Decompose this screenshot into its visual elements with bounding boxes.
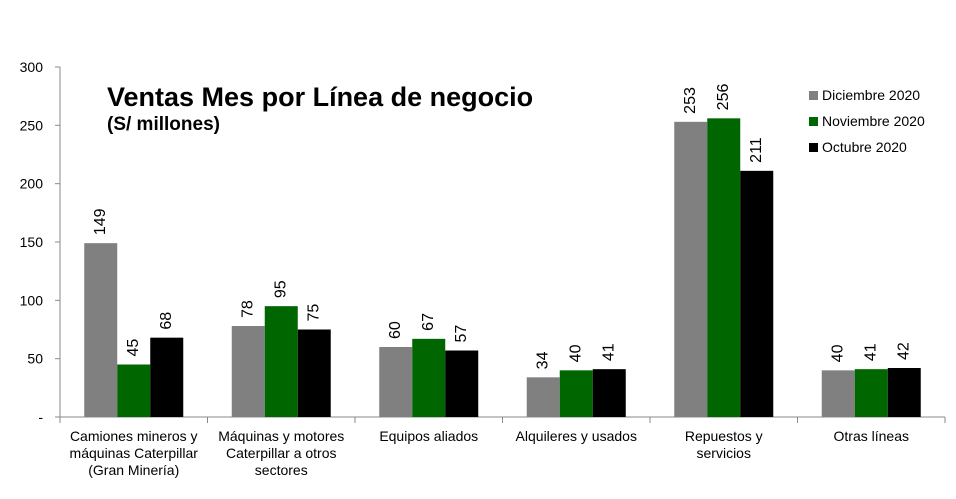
bar-value-label: 60 bbox=[387, 321, 404, 339]
bar bbox=[264, 306, 298, 417]
category-label: Equipos aliados bbox=[379, 428, 478, 444]
y-tick-label: 50 bbox=[27, 351, 43, 367]
category-label-line: (Gran Minería) bbox=[88, 462, 179, 478]
bar bbox=[559, 370, 593, 417]
category-label: Alquileres y usados bbox=[516, 428, 637, 444]
bar bbox=[674, 121, 708, 417]
bar bbox=[707, 118, 741, 417]
bar-value-label: 256 bbox=[715, 84, 732, 111]
legend-item-octubre: Octubre 2020 bbox=[809, 134, 925, 160]
bar-value-label: 67 bbox=[420, 313, 437, 331]
bar bbox=[84, 243, 118, 417]
chart-title: Ventas Mes por Línea de negocio bbox=[107, 82, 534, 112]
bar bbox=[740, 170, 774, 417]
bar-value-label: 40 bbox=[829, 344, 846, 362]
legend-label: Octubre 2020 bbox=[822, 139, 907, 155]
bar-value-label: 149 bbox=[92, 208, 109, 235]
y-tick-label: 100 bbox=[20, 292, 44, 308]
bar-value-label: 78 bbox=[239, 300, 256, 318]
y-tick-label: 300 bbox=[20, 59, 44, 75]
bar bbox=[117, 364, 151, 417]
category-label-line: Otras líneas bbox=[834, 428, 909, 444]
legend-label: Noviembre 2020 bbox=[822, 113, 925, 129]
category-label: Otras líneas bbox=[834, 428, 909, 444]
legend-item-diciembre: Diciembre 2020 bbox=[809, 82, 925, 108]
bar bbox=[379, 347, 413, 417]
bar-value-label: 253 bbox=[682, 87, 699, 114]
category-label-line: Máquinas y motores bbox=[218, 428, 344, 444]
chart-category-labels: Camiones mineros y máquinas Caterpillar (G… bbox=[70, 428, 909, 478]
bar bbox=[592, 369, 626, 417]
y-tick-label: 250 bbox=[20, 117, 44, 133]
bar bbox=[854, 369, 888, 417]
bar-value-label: 211 bbox=[748, 137, 765, 163]
legend-swatch bbox=[809, 116, 818, 126]
bar-value-label: 57 bbox=[453, 325, 470, 343]
category-label-line: Camiones mineros y bbox=[70, 428, 198, 444]
bar bbox=[297, 329, 331, 417]
bar-value-label: 41 bbox=[600, 343, 617, 361]
category-label-line: sectores bbox=[255, 462, 308, 478]
bar-value-label: 45 bbox=[125, 339, 142, 357]
bar bbox=[412, 338, 446, 417]
bar bbox=[231, 326, 265, 417]
bar-value-label: 41 bbox=[862, 343, 879, 361]
category-label: Repuestos y servicios bbox=[685, 428, 763, 461]
legend-item-noviembre: Noviembre 2020 bbox=[809, 108, 925, 134]
chart-legend: Diciembre 2020 Noviembre 2020 Octubre 20… bbox=[809, 82, 925, 160]
category-label: Camiones mineros y máquinas Caterpillar (G… bbox=[70, 428, 199, 478]
bar-value-label: 34 bbox=[534, 351, 551, 369]
category-label-line: Caterpillar a otros bbox=[226, 445, 337, 461]
chart-bars bbox=[84, 118, 921, 417]
category-label-line: Alquileres y usados bbox=[516, 428, 637, 444]
chart-subtitle: (S/ millones) bbox=[107, 114, 220, 135]
bar bbox=[526, 377, 560, 417]
category-label-line: máquinas Caterpillar bbox=[70, 445, 199, 461]
bar bbox=[821, 370, 855, 417]
bar-value-label: 40 bbox=[567, 344, 584, 362]
category-label-line: Repuestos y bbox=[685, 428, 763, 444]
category-label-line: servicios bbox=[697, 445, 751, 461]
y-tick-label: - bbox=[38, 409, 43, 425]
y-tick-label: 200 bbox=[20, 176, 44, 192]
bar bbox=[445, 350, 479, 417]
y-tick-label: 150 bbox=[20, 234, 44, 250]
chart-axes: - 50 100 150 200 250 300 bbox=[20, 59, 946, 425]
bar-value-label: 42 bbox=[895, 342, 912, 360]
category-label-line: Equipos aliados bbox=[379, 428, 478, 444]
legend-swatch bbox=[809, 90, 818, 100]
bar-value-label: 95 bbox=[272, 280, 289, 298]
category-label: Máquinas y motores Caterpillar a otros sec… bbox=[218, 428, 344, 478]
bar bbox=[887, 368, 921, 417]
legend-swatch bbox=[809, 142, 818, 152]
bar-value-label: 68 bbox=[158, 312, 175, 330]
legend-label: Diciembre 2020 bbox=[822, 87, 921, 103]
bar-value-label: 75 bbox=[305, 304, 322, 322]
bar bbox=[150, 337, 184, 417]
chart-data-labels: 149 45 68 78 95 75 60 67 57 34 40 41 253 256 211 40 41 42 bbox=[92, 84, 913, 370]
